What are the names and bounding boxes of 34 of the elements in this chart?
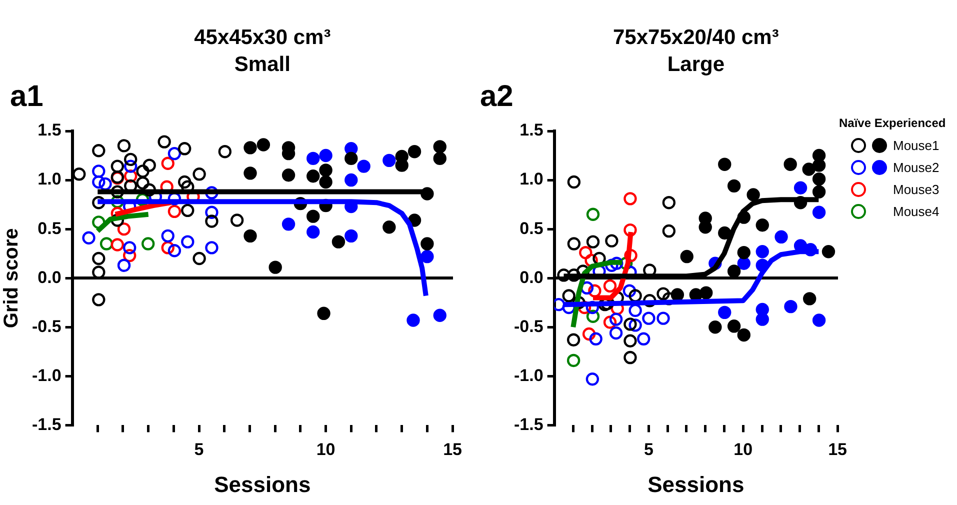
legend-label: Mouse2 bbox=[893, 160, 940, 174]
legend-label: Mouse3 bbox=[893, 182, 940, 196]
y-tick-label: 1.0 bbox=[38, 170, 62, 189]
y-tick-label: 0.0 bbox=[520, 268, 544, 287]
y-tick-label: -0.5 bbox=[514, 316, 544, 336]
y-tick-label: 1.0 bbox=[520, 170, 544, 189]
y-tick-label: 0.5 bbox=[38, 218, 62, 238]
legend-label: Mouse4 bbox=[893, 204, 940, 218]
chart-title: 45x45x30 cm³ bbox=[194, 25, 331, 51]
y-tick-label: 0.5 bbox=[520, 218, 544, 238]
y-tick-label: -1.0 bbox=[32, 366, 62, 385]
y-tick-label: -1.0 bbox=[514, 366, 544, 385]
text: a1 bbox=[10, 80, 44, 114]
x-tick-label: 10 bbox=[734, 440, 753, 460]
x-tick-label: 15 bbox=[443, 440, 462, 460]
x-axis-title: Sessions bbox=[214, 472, 311, 497]
chart-title: 75x75x20/40 cm³ bbox=[613, 25, 779, 51]
chart-subtitle: Large bbox=[666, 52, 726, 78]
y-tick-label: -0.5 bbox=[32, 316, 62, 336]
y-tick-label: -1.5 bbox=[32, 414, 62, 434]
legend-title: Naïve Experienced bbox=[839, 116, 946, 130]
y-tick-label: -1.5 bbox=[514, 414, 544, 434]
x-tick-label: 15 bbox=[828, 440, 848, 460]
text: a2 bbox=[480, 80, 514, 114]
y-tick-label: 1.5 bbox=[38, 120, 62, 140]
legend-label: Mouse1 bbox=[893, 138, 940, 152]
x-tick-label: 5 bbox=[644, 440, 654, 460]
y-axis-title: Grid score bbox=[0, 228, 23, 328]
y-tick-label: 1.5 bbox=[520, 120, 544, 140]
chart-subtitle: Small bbox=[233, 52, 292, 78]
x-tick-label: 10 bbox=[316, 440, 336, 460]
x-tick-label: 5 bbox=[194, 440, 204, 460]
x-axis-title: Sessions bbox=[648, 472, 744, 497]
y-tick-label: 0.0 bbox=[38, 268, 62, 287]
